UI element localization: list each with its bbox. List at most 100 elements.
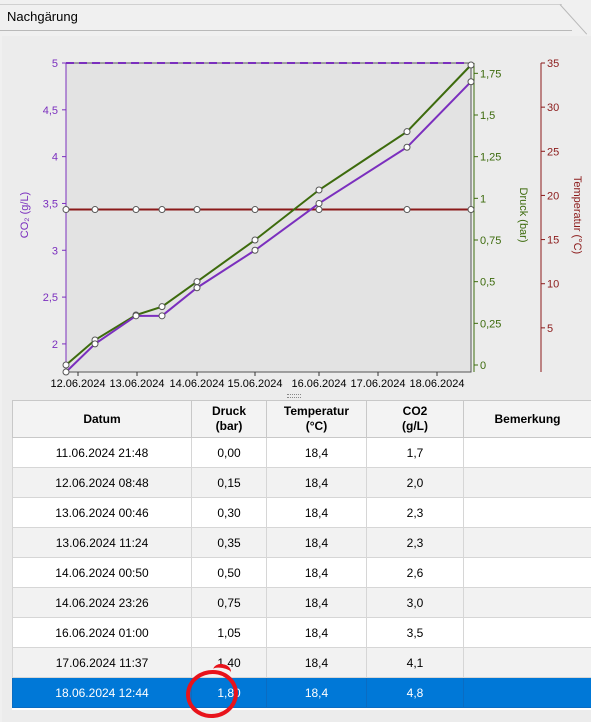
cell-druck[interactable]: 1,80 — [191, 677, 267, 708]
table-row[interactable]: 16.06.2024 01:00 1,05 18,4 3,5 — [12, 617, 591, 648]
cell-datum[interactable]: 12.06.2024 08:48 — [12, 467, 192, 498]
column-header-bemerkung[interactable]: Bemerkung — [463, 400, 591, 438]
cell-co2[interactable]: 3,5 — [366, 617, 464, 648]
cell-druck[interactable]: 0,75 — [191, 587, 267, 618]
cell-co2[interactable]: 4,1 — [366, 647, 464, 678]
druck-tick-label: 1,75 — [480, 68, 501, 80]
cell-note[interactable] — [463, 617, 591, 648]
data-point-left — [132, 312, 140, 320]
cell-druck[interactable]: 1,40 — [191, 647, 267, 678]
co2-tick-label: 5 — [52, 58, 58, 70]
data-point-right2 — [158, 206, 166, 214]
temperatur-tick-label: 5 — [547, 323, 553, 335]
plot-area — [65, 62, 472, 373]
cell-co2[interactable]: 2,6 — [366, 557, 464, 588]
column-header-co2[interactable]: CO2 (g/L) — [366, 400, 464, 438]
druck-tick-label: 0,75 — [480, 235, 501, 247]
cell-temp[interactable]: 18,4 — [266, 467, 367, 498]
cell-co2[interactable]: 4,8 — [366, 677, 464, 708]
x-tick-label: 12.06.2024 — [50, 378, 105, 390]
data-point-right2 — [62, 206, 70, 214]
cell-note[interactable] — [463, 497, 591, 528]
druck-axis-label: Druck (bar) — [517, 187, 529, 242]
column-header-unit: (bar) — [215, 419, 243, 433]
cell-co2[interactable]: 3,0 — [366, 587, 464, 618]
cell-note[interactable] — [463, 647, 591, 678]
table-row[interactable]: 12.06.2024 08:48 0,15 18,4 2,0 — [12, 467, 591, 498]
data-point-left — [158, 312, 166, 320]
cell-temp[interactable]: 18,4 — [266, 437, 367, 468]
cell-co2[interactable]: 1,7 — [366, 437, 464, 468]
cell-temp[interactable]: 18,4 — [266, 587, 367, 618]
splitter-handle[interactable] — [287, 394, 301, 398]
measurement-table: Datum Druck (bar) Temperatur (°C) CO2 (g/L) Bem… — [12, 400, 591, 708]
co2-tick-label: 3,5 — [43, 198, 58, 210]
cell-datum[interactable]: 18.06.2024 12:44 — [12, 677, 192, 708]
co2-tick-label: 3 — [52, 245, 58, 257]
cell-datum[interactable]: 14.06.2024 00:50 — [12, 557, 192, 588]
cell-co2[interactable]: 2,0 — [366, 467, 464, 498]
data-point-right2 — [91, 206, 99, 214]
cell-temp[interactable]: 18,4 — [266, 557, 367, 588]
cell-datum[interactable]: 14.06.2024 23:26 — [12, 587, 192, 618]
table-row[interactable]: 11.06.2024 21:48 0,00 18,4 1,7 — [12, 437, 591, 468]
co2-axis-label: CO₂ (g/L) — [19, 192, 31, 238]
cell-note[interactable] — [463, 527, 591, 558]
data-point-left — [467, 78, 475, 86]
table-row[interactable]: 14.06.2024 23:26 0,75 18,4 3,0 — [12, 587, 591, 618]
cell-temp[interactable]: 18,4 — [266, 647, 367, 678]
cell-datum[interactable]: 11.06.2024 21:48 — [12, 437, 192, 468]
table-row[interactable]: 14.06.2024 00:50 0,50 18,4 2,6 — [12, 557, 591, 588]
data-point-left — [91, 340, 99, 348]
table-row[interactable]: 13.06.2024 11:24 0,35 18,4 2,3 — [12, 527, 591, 558]
column-header-unit: (°C) — [305, 419, 328, 433]
cell-temp[interactable]: 18,4 — [266, 677, 367, 708]
data-point-right2 — [403, 206, 411, 214]
data-point-right1 — [467, 61, 475, 69]
column-header-datum[interactable]: Datum — [12, 400, 192, 438]
cell-druck[interactable]: 0,35 — [191, 527, 267, 558]
data-point-right1 — [62, 361, 70, 369]
cell-temp[interactable]: 18,4 — [266, 617, 367, 648]
cell-note[interactable] — [463, 437, 591, 468]
data-point-right1 — [193, 278, 201, 286]
data-point-left — [251, 246, 259, 254]
cell-temp[interactable]: 18,4 — [266, 527, 367, 558]
column-header-druck[interactable]: Druck (bar) — [191, 400, 267, 438]
table-row[interactable]: 18.06.2024 12:44 1,80 18,4 4,8 — [12, 677, 591, 708]
cell-datum[interactable]: 17.06.2024 11:37 — [12, 647, 192, 678]
druck-tick-label: 0,25 — [480, 318, 501, 330]
cell-druck[interactable]: 1,05 — [191, 617, 267, 648]
temperatur-tick-label: 30 — [547, 102, 559, 114]
cell-note[interactable] — [463, 677, 591, 708]
cell-druck[interactable]: 0,50 — [191, 557, 267, 588]
table-row[interactable]: 13.06.2024 00:46 0,30 18,4 2,3 — [12, 497, 591, 528]
cell-note[interactable] — [463, 557, 591, 588]
cell-druck[interactable]: 0,30 — [191, 497, 267, 528]
tab-title: Nachgärung — [7, 9, 78, 24]
cell-note[interactable] — [463, 587, 591, 618]
cell-temp[interactable]: 18,4 — [266, 497, 367, 528]
column-header-temperatur[interactable]: Temperatur (°C) — [266, 400, 367, 438]
x-tick-label: 13.06.2024 — [109, 378, 164, 390]
tab-corner — [559, 4, 588, 35]
temperatur-tick-label: 15 — [547, 235, 559, 247]
table-row[interactable]: 17.06.2024 11:37 1,40 18,4 4,1 — [12, 647, 591, 678]
cell-datum[interactable]: 16.06.2024 01:00 — [12, 617, 192, 648]
tab-nachgaerung[interactable]: Nachgärung — [0, 0, 588, 35]
column-header-unit: (g/L) — [402, 419, 428, 433]
druck-tick-label: 0 — [480, 360, 486, 372]
cell-druck[interactable]: 0,15 — [191, 467, 267, 498]
druck-tick-label: 0,5 — [480, 277, 495, 289]
column-header-title: Datum — [83, 411, 121, 426]
column-header-title: Druck — [211, 404, 246, 418]
druck-tick-label: 1 — [480, 193, 486, 205]
cell-datum[interactable]: 13.06.2024 11:24 — [12, 527, 192, 558]
cell-note[interactable] — [463, 467, 591, 498]
column-header-title: CO2 — [402, 404, 428, 418]
cell-datum[interactable]: 13.06.2024 00:46 — [12, 497, 192, 528]
table-header-row: Datum Druck (bar) Temperatur (°C) CO2 (g/L) Bem… — [12, 400, 591, 438]
cell-co2[interactable]: 2,3 — [366, 527, 464, 558]
cell-co2[interactable]: 2,3 — [366, 497, 464, 528]
cell-druck[interactable]: 0,00 — [191, 437, 267, 468]
